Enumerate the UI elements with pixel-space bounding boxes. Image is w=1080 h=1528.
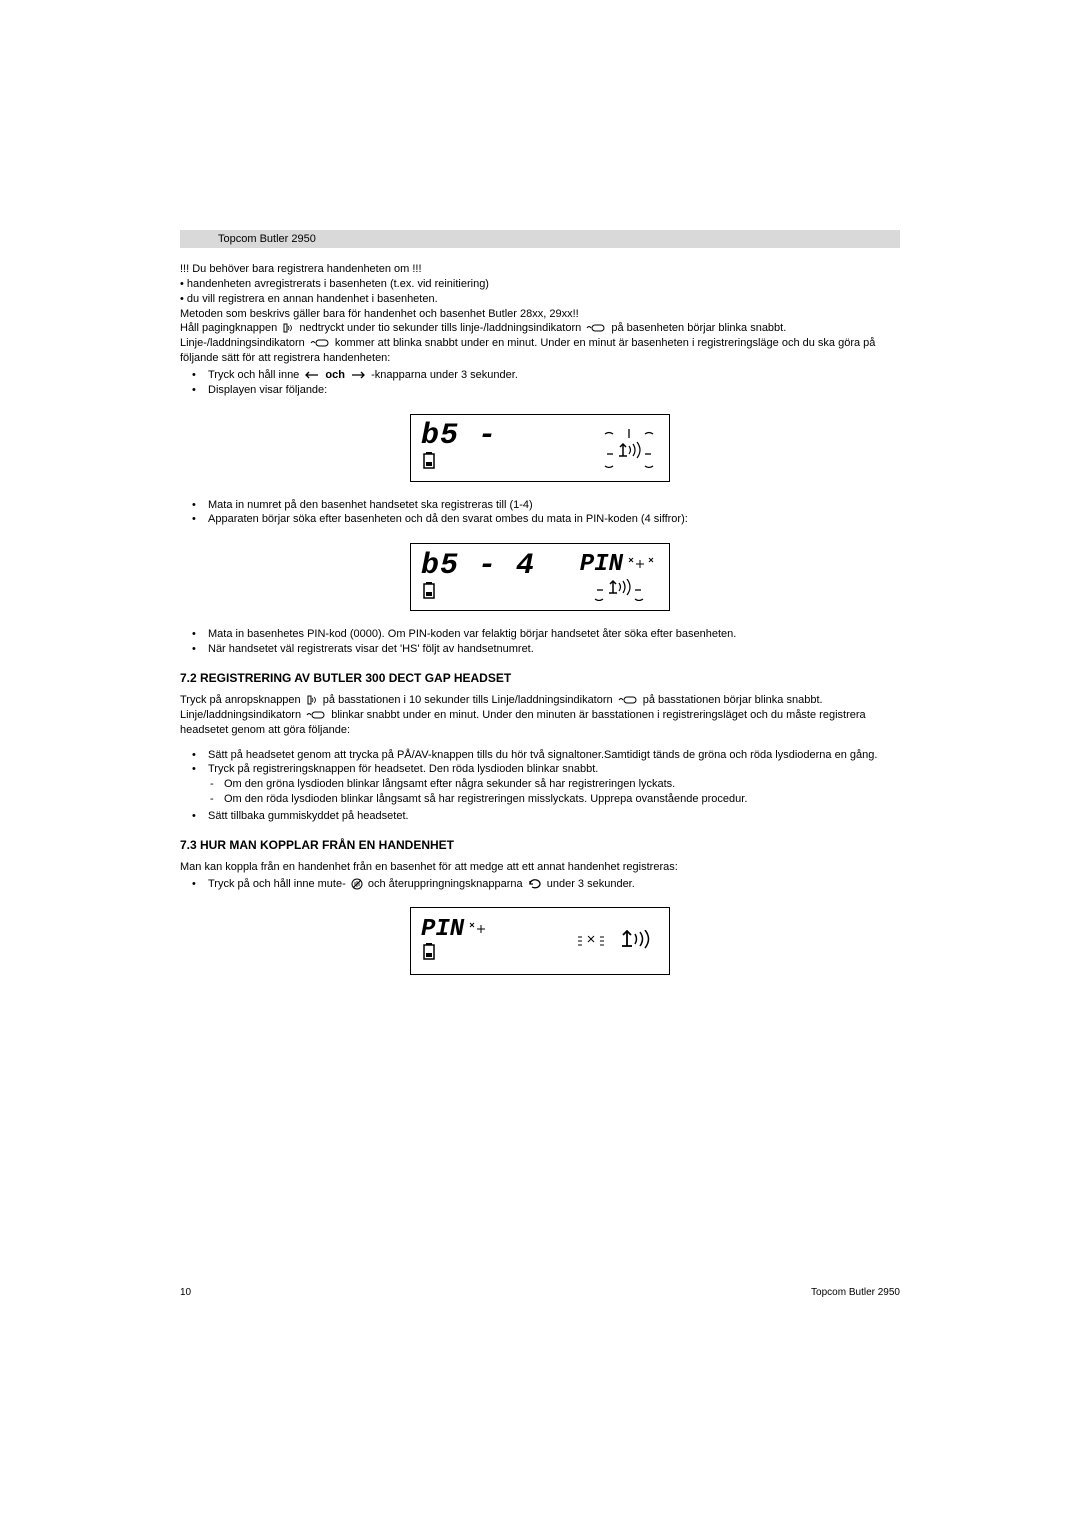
lcd-right bbox=[599, 426, 659, 470]
line-charge-icon bbox=[616, 694, 640, 706]
bullet-item: Tryck på och håll inne mute- och återupp… bbox=[180, 877, 900, 892]
bullet-item: När handsetet väl registrerats visar det… bbox=[180, 642, 900, 657]
lcd-display-1: b5 - bbox=[410, 414, 670, 482]
header-bar: Topcom Butler 2950 bbox=[180, 230, 900, 248]
lcd-right: PIN bbox=[580, 553, 659, 601]
mute-icon bbox=[349, 878, 365, 890]
bullet-item: Sätt tillbaka gummiskyddet på headsetet. bbox=[180, 809, 900, 824]
lcd-pin-text: PIN bbox=[580, 553, 623, 577]
intro-line-1: !!! Du behöver bara registrera handenhet… bbox=[180, 262, 900, 277]
section-7-3-body: Man kan koppla från en handenhet från en… bbox=[180, 860, 900, 875]
bullet-item: Mata in basenhetes PIN-kod (0000). Om PI… bbox=[180, 627, 900, 642]
section-7-2-p1: Tryck på anropsknappen på basstationen i… bbox=[180, 693, 900, 738]
section-7-3-p1: Man kan koppla från en handenhet från en… bbox=[180, 860, 900, 875]
section-7-3-title: 7.3 HUR MAN KOPPLAR FRÅN EN HANDENHET bbox=[180, 838, 900, 852]
mid-bullets: Mata in numret på den basenhet handsetet… bbox=[180, 498, 900, 528]
bullet-item: Tryck på registreringsknappen för headse… bbox=[180, 762, 900, 777]
antenna-icon bbox=[619, 930, 659, 952]
section-7-2-title: 7.2 REGISTRERING AV BUTLER 300 DECT GAP … bbox=[180, 671, 900, 685]
lcd-pin-text: PIN bbox=[421, 918, 464, 942]
bullet-item: Mata in numret på den basenhet handsetet… bbox=[180, 498, 900, 513]
intro-line-5: Håll pagingknappen nedtryckt under tio s… bbox=[180, 321, 900, 366]
paging-icon bbox=[280, 322, 296, 334]
section-7-2-body: Tryck på anropsknappen på basstationen i… bbox=[180, 693, 900, 738]
line-charge-icon bbox=[304, 709, 328, 721]
antenna-blink-icon bbox=[589, 579, 649, 601]
after-lcd2-bullets: Mata in basenhetes PIN-kod (0000). Om PI… bbox=[180, 627, 900, 657]
intro-line-3: • du vill registrera en annan handenhet … bbox=[180, 292, 900, 307]
battery-icon bbox=[421, 581, 437, 604]
lcd-left: PIN bbox=[421, 918, 496, 965]
lcd-display-3: PIN bbox=[410, 907, 670, 975]
intro-line-2: • handenheten avregistrerats i basenhete… bbox=[180, 277, 900, 292]
section-7-2-bullets-end: Sätt tillbaka gummiskyddet på headsetet. bbox=[180, 809, 900, 824]
antenna-blink-icon bbox=[599, 426, 659, 470]
intro-block: !!! Du behöver bara registrera handenhet… bbox=[180, 262, 900, 366]
bullet-item: Apparaten börjar söka efter basenheten o… bbox=[180, 512, 900, 527]
bullet-item: Displayen visar följande: bbox=[180, 383, 900, 398]
sparkle-icon bbox=[625, 556, 659, 574]
battery-icon bbox=[421, 451, 437, 474]
battery-icon bbox=[421, 942, 437, 965]
sparkle-icon bbox=[466, 921, 496, 939]
redial-icon bbox=[526, 878, 544, 890]
left-arrow-icon bbox=[302, 369, 322, 381]
intro-bullets: Tryck och håll inne och -knapparna under… bbox=[180, 368, 900, 398]
section-7-2-bullets: Sätt på headsetet genom att trycka på PÅ… bbox=[180, 748, 900, 778]
footer-brand: Topcom Butler 2950 bbox=[811, 1287, 900, 1298]
section-7-2-sublist: Om den gröna lysdioden blinkar långsamt … bbox=[180, 777, 900, 807]
sub-item: Om den gröna lysdioden blinkar långsamt … bbox=[180, 777, 900, 792]
bullet-item: Sätt på headsetet genom att trycka på PÅ… bbox=[180, 748, 900, 763]
lcd-display-2: b5 - 4 PIN bbox=[410, 543, 670, 611]
sparkle-icon bbox=[575, 932, 609, 952]
page-content: Topcom Butler 2950 !!! Du behöver bara r… bbox=[0, 0, 1080, 975]
page-footer: 10 Topcom Butler 2950 bbox=[180, 1287, 900, 1298]
line-charge-icon bbox=[584, 322, 608, 334]
intro-line-4: Metoden som beskrivs gäller bara för han… bbox=[180, 307, 900, 322]
page-number: 10 bbox=[180, 1287, 191, 1298]
lcd-main-text: b5 - 4 bbox=[421, 551, 535, 581]
lcd-left: b5 - bbox=[421, 421, 497, 474]
lcd-left: b5 - 4 bbox=[421, 551, 535, 604]
right-arrow-icon bbox=[348, 369, 368, 381]
sub-item: Om den röda lysdioden blinkar långsamt s… bbox=[180, 792, 900, 807]
paging-icon bbox=[304, 694, 320, 706]
lcd-right bbox=[575, 930, 659, 952]
bullet-item: Tryck och håll inne och -knapparna under… bbox=[180, 368, 900, 383]
line-charge-icon bbox=[308, 337, 332, 349]
lcd-main-text: b5 - bbox=[421, 421, 497, 451]
header-title: Topcom Butler 2950 bbox=[218, 233, 316, 245]
section-7-3-bullets: Tryck på och håll inne mute- och återupp… bbox=[180, 877, 900, 892]
